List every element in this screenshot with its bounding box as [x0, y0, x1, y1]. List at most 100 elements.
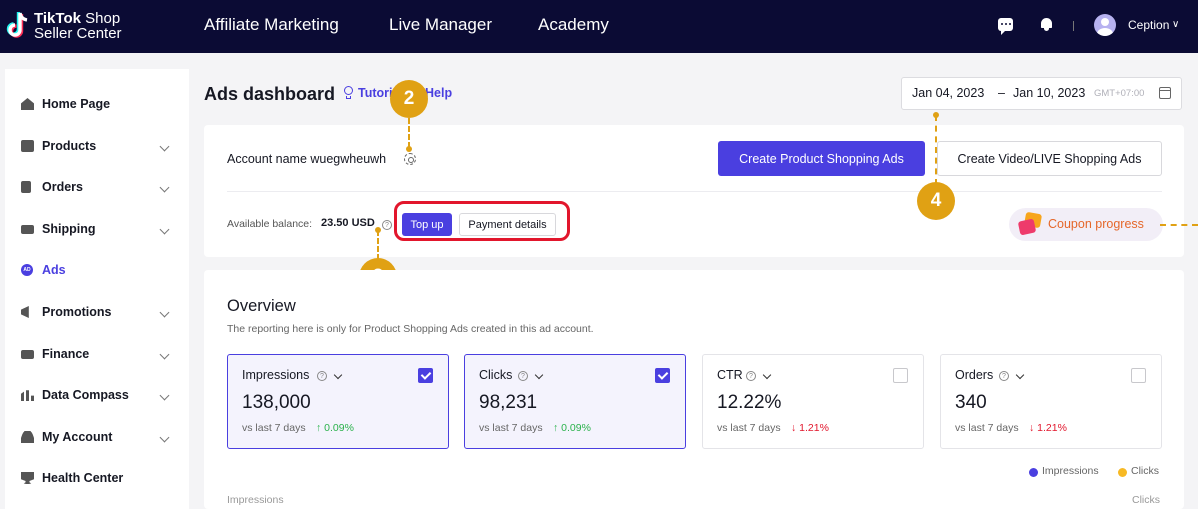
nav-live-manager[interactable]: Live Manager: [389, 15, 493, 34]
chevron-down-icon[interactable]: ∨: [1172, 19, 1180, 30]
metric-label: Orders: [955, 368, 994, 382]
help-link[interactable]: Help: [425, 86, 453, 100]
metric-label: CTR: [717, 368, 743, 382]
legend-impressions[interactable]: Impressions: [1042, 465, 1099, 477]
date-separator: –: [998, 86, 1005, 100]
sidebar-item-label: Products: [42, 139, 97, 153]
metric-compare-label: vs last 7 days: [717, 422, 781, 434]
chevron-down-icon[interactable]: [333, 370, 343, 380]
overview-title: Overview: [227, 297, 296, 315]
sidebar-item-label: Finance: [42, 347, 90, 361]
metric-checkbox[interactable]: [418, 368, 433, 383]
gear-icon[interactable]: [404, 153, 416, 165]
page-title: Ads dashboard: [204, 84, 336, 104]
account-name: Account name wuegwheuwh: [227, 152, 387, 166]
balance-value: 23.50 USD: [321, 217, 375, 229]
card-icon: [21, 349, 34, 359]
help-icon[interactable]: ?: [999, 371, 1009, 381]
sidebar-item-label: Shipping: [42, 222, 96, 236]
marker-connector: [1160, 224, 1198, 226]
tutorial-link[interactable]: Tutori: [358, 86, 393, 100]
metric-compare-label: vs last 7 days: [955, 422, 1019, 434]
top-header: TikTok Shop Seller Center Affiliate Mark…: [0, 0, 1198, 53]
overview-subtitle: The reporting here is only for Product S…: [227, 323, 594, 335]
marker-dot: [406, 146, 412, 152]
truck-icon: [21, 224, 34, 234]
annotation-marker-2: 2: [390, 80, 428, 118]
trophy-icon: [21, 472, 34, 484]
metric-value: 98,231: [479, 392, 538, 413]
sidebar-item-label: Promotions: [42, 305, 112, 319]
help-icon[interactable]: ?: [518, 371, 528, 381]
coupon-progress-button[interactable]: Coupon progress: [1009, 208, 1163, 241]
metric-checkbox[interactable]: [893, 368, 908, 383]
chevron-down-icon[interactable]: [1015, 370, 1025, 380]
sidebar-item-orders[interactable]: Orders: [5, 173, 189, 201]
sidebar-item-products[interactable]: Products: [5, 132, 189, 160]
bell-icon[interactable]: [1040, 17, 1053, 31]
message-icon[interactable]: [998, 18, 1013, 35]
help-icon[interactable]: ?: [746, 371, 756, 381]
metric-card-impressions[interactable]: Impressions ? 138,000 vs last 7 days ↑ 0…: [227, 354, 449, 449]
axis-label-left: Impressions: [227, 494, 284, 506]
chevron-down-icon: [159, 349, 170, 359]
sidebar: Home Page Products Orders Shipping AD Ad…: [5, 69, 189, 509]
tiktok-shop-logo[interactable]: TikTok Shop Seller Center: [4, 8, 134, 44]
create-product-shopping-ads-button[interactable]: Create Product Shopping Ads: [718, 141, 925, 176]
metric-compare-label: vs last 7 days: [242, 422, 306, 434]
balance-label: Available balance:: [227, 218, 313, 230]
sidebar-item-data-compass[interactable]: Data Compass: [5, 381, 189, 409]
tiktok-logo-icon: [6, 12, 28, 38]
divider: [227, 191, 1162, 192]
nav-affiliate-marketing[interactable]: Affiliate Marketing: [204, 15, 339, 34]
metric-card-orders[interactable]: Orders ? 340 vs last 7 days ↓ 1.21%: [940, 354, 1162, 449]
calendar-icon[interactable]: [1159, 87, 1171, 99]
metric-delta: ↑ 0.09%: [316, 422, 354, 434]
help-icon[interactable]: ?: [382, 220, 392, 230]
box-icon: [21, 140, 34, 152]
marker-connector: [377, 230, 379, 260]
chevron-down-icon: [159, 182, 170, 192]
document-icon: [21, 181, 31, 193]
metric-card-clicks[interactable]: Clicks ? 98,231 vs last 7 days ↑ 0.09%: [464, 354, 686, 449]
sidebar-item-home-page[interactable]: Home Page: [5, 90, 189, 118]
sidebar-item-ads[interactable]: AD Ads: [5, 256, 189, 284]
legend-clicks[interactable]: Clicks: [1131, 465, 1159, 477]
date-start: Jan 04, 2023: [912, 86, 985, 100]
date-range-picker[interactable]: Jan 04, 2023 – Jan 10, 2023 GMT+07:00: [901, 77, 1182, 110]
sidebar-item-label: Home Page: [42, 97, 111, 111]
sidebar-item-finance[interactable]: Finance: [5, 340, 189, 368]
header-divider: [1073, 21, 1074, 31]
metric-delta: ↓ 1.21%: [791, 422, 829, 434]
sidebar-item-my-account[interactable]: My Account: [5, 423, 189, 451]
metric-label: Clicks: [479, 368, 513, 382]
top-up-button[interactable]: Top up: [402, 213, 452, 236]
user-name[interactable]: Ception: [1128, 18, 1170, 32]
sidebar-item-promotions[interactable]: Promotions: [5, 298, 189, 326]
user-icon: [21, 431, 34, 443]
metric-compare-label: vs last 7 days: [479, 422, 543, 434]
sidebar-item-shipping[interactable]: Shipping: [5, 215, 189, 243]
lightbulb-icon[interactable]: [343, 86, 354, 100]
date-end: Jan 10, 2023: [1013, 86, 1086, 100]
account-card: Account name wuegwheuwh Create Product S…: [204, 125, 1184, 257]
payment-details-button[interactable]: Payment details: [459, 213, 556, 236]
metric-checkbox[interactable]: [1131, 368, 1146, 383]
help-icon[interactable]: ?: [317, 371, 327, 381]
create-video-live-shopping-ads-button[interactable]: Create Video/LIVE Shopping Ads: [937, 141, 1162, 176]
nav-academy[interactable]: Academy: [538, 15, 609, 34]
sidebar-item-label: Health Center: [42, 471, 124, 485]
metric-checkbox[interactable]: [655, 368, 670, 383]
avatar[interactable]: [1094, 14, 1116, 36]
sidebar-item-label: My Account: [42, 430, 113, 444]
chevron-down-icon[interactable]: [762, 370, 772, 380]
chevron-down-icon: [159, 141, 170, 151]
chevron-down-icon[interactable]: [534, 370, 544, 380]
sidebar-item-label: Data Compass: [42, 388, 129, 402]
coupon-progress-label: Coupon progress: [1048, 217, 1144, 231]
ads-icon: AD: [21, 264, 33, 276]
sidebar-item-label: Orders: [42, 180, 83, 194]
metric-card-ctr[interactable]: CTR ? 12.22% vs last 7 days ↓ 1.21%: [702, 354, 924, 449]
sidebar-item-health-center[interactable]: Health Center: [5, 464, 189, 492]
overview-card: Overview The reporting here is only for …: [204, 270, 1184, 509]
